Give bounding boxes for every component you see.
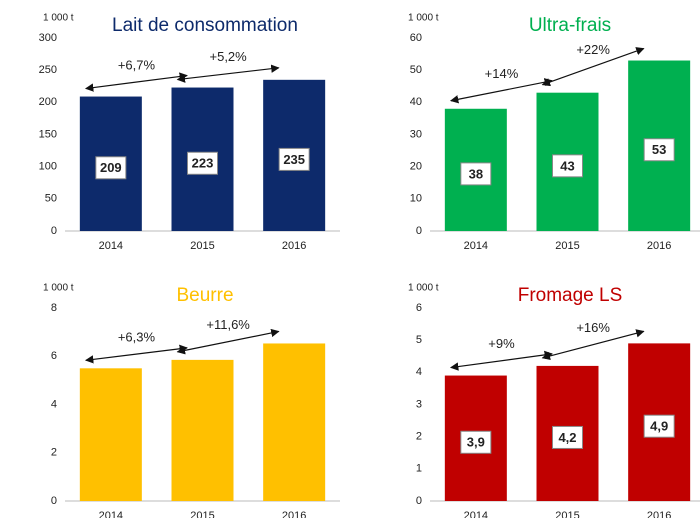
growth-label: +22% — [576, 42, 610, 57]
unit-label: 1 000 t — [408, 13, 439, 24]
value-label-box — [643, 138, 675, 162]
growth-label: +6,3% — [118, 330, 156, 345]
value-label: 4,2 — [558, 430, 576, 445]
y-tick-label: 0 — [416, 495, 422, 507]
chart-panel: Lait de consommation 1 000 t 0 50 100 150 200 2… — [39, 13, 340, 252]
x-tick-label: 2014 — [464, 240, 488, 252]
value-label: 209 — [100, 160, 122, 175]
chart-title: Fromage LS — [518, 285, 623, 306]
value-label-box — [187, 151, 218, 175]
y-tick-label: 0 — [51, 225, 57, 237]
y-tick-label: 10 — [410, 193, 422, 205]
y-tick-label: 4 — [416, 366, 422, 378]
y-tick-label: 4 — [51, 398, 57, 410]
y-tick-label: 30 — [410, 128, 422, 140]
growth-label: +6,7% — [118, 57, 156, 72]
y-tick-label: 50 — [410, 64, 422, 76]
y-tick-label: 40 — [410, 96, 422, 108]
y-tick-label: 0 — [51, 495, 57, 507]
y-tick-label: 250 — [39, 64, 57, 76]
chart-title: Lait de consommation — [112, 15, 298, 36]
growth-arrow — [450, 350, 553, 371]
value-label: 235 — [283, 152, 305, 167]
value-label-box — [460, 162, 492, 186]
growth-arrow — [541, 329, 645, 361]
value-label: 53 — [652, 142, 666, 157]
value-label: 43 — [560, 158, 574, 173]
growth-arrow — [450, 78, 553, 104]
unit-label: 1 000 t — [43, 13, 74, 24]
x-tick-label: 2016 — [282, 240, 306, 252]
y-tick-label: 2 — [51, 447, 57, 459]
growth-label: +9% — [488, 336, 515, 351]
y-tick-label: 200 — [39, 96, 57, 108]
value-label-box — [552, 154, 583, 178]
growth-label: +16% — [576, 320, 610, 335]
x-tick-label: 2016 — [647, 240, 671, 252]
growth-arrow — [85, 72, 188, 92]
value-label-box — [95, 156, 127, 180]
value-label: 38 — [469, 166, 483, 181]
chart-panel: Fromage LS 1 000 t 0 1 2 3 4 5 6 2014 3,9 2015 4,2 20… — [408, 283, 700, 518]
growth-arrow — [176, 328, 280, 355]
x-tick-label: 2015 — [555, 510, 579, 518]
x-tick-label: 2014 — [464, 510, 488, 518]
chart-panel: Ultra-frais 1 000 t 0 10 20 30 40 50 60 2014 38 201… — [408, 13, 700, 252]
x-tick-label: 2014 — [99, 240, 123, 252]
chart-title: Ultra-frais — [529, 15, 611, 36]
growth-arrow — [84, 344, 188, 364]
value-label: 223 — [192, 156, 214, 171]
y-tick-label: 6 — [416, 302, 422, 314]
growth-label: +14% — [485, 66, 519, 81]
value-label: 3,9 — [467, 435, 485, 450]
y-tick-label: 150 — [39, 128, 57, 140]
value-label-box — [552, 425, 583, 449]
bar — [263, 343, 326, 501]
unit-label: 1 000 t — [408, 283, 439, 294]
growth-label: +11,6% — [206, 317, 250, 332]
y-tick-label: 50 — [45, 193, 57, 205]
x-tick-label: 2015 — [190, 510, 214, 518]
chart-title: Beurre — [176, 285, 233, 306]
y-tick-label: 100 — [39, 161, 57, 173]
y-tick-label: 3 — [416, 398, 422, 410]
y-tick-label: 0 — [416, 225, 422, 237]
x-tick-label: 2015 — [555, 240, 579, 252]
y-tick-label: 6 — [51, 350, 57, 362]
growth-label: +5,2% — [210, 49, 248, 64]
value-label-box — [460, 430, 492, 454]
y-tick-label: 8 — [51, 302, 57, 314]
value-label-box — [643, 414, 675, 438]
value-label-box — [278, 147, 310, 171]
y-tick-label: 20 — [410, 161, 422, 173]
growth-arrow — [176, 64, 280, 83]
x-tick-label: 2016 — [647, 510, 671, 518]
x-tick-label: 2014 — [99, 510, 123, 518]
y-tick-label: 1 — [416, 463, 422, 475]
y-tick-label: 5 — [416, 334, 422, 346]
value-label: 4,9 — [650, 419, 668, 434]
growth-arrow — [541, 47, 645, 87]
y-tick-label: 300 — [39, 32, 57, 44]
bar — [171, 359, 234, 501]
x-tick-label: 2015 — [190, 240, 214, 252]
y-tick-label: 60 — [410, 32, 422, 44]
bar — [79, 368, 142, 501]
chart-panel: Beurre 1 000 t 0 2 4 6 8 2014 2015 2016 +6,3% +11,6… — [43, 283, 340, 518]
unit-label: 1 000 t — [43, 283, 74, 294]
x-tick-label: 2016 — [282, 510, 306, 518]
y-tick-label: 2 — [416, 431, 422, 443]
